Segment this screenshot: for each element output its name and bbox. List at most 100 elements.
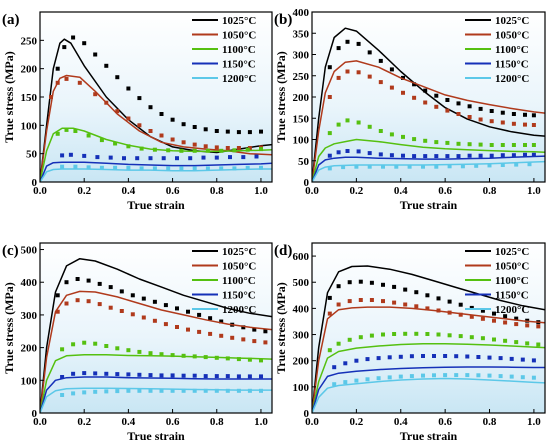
data-point [458, 302, 463, 307]
data-point [77, 80, 82, 85]
data-point [480, 308, 485, 313]
data-point [503, 338, 508, 343]
data-point [365, 357, 370, 362]
data-point [93, 92, 98, 97]
data-point [55, 309, 60, 314]
data-point [336, 341, 341, 346]
data-point [423, 88, 428, 93]
data-point [166, 166, 171, 171]
data-point [166, 148, 171, 153]
data-point [387, 355, 392, 360]
data-point [367, 164, 372, 169]
data-point [60, 375, 65, 379]
data-point [447, 333, 452, 338]
data-point [445, 154, 450, 159]
data-point [208, 331, 213, 336]
data-point [489, 119, 494, 124]
data-point [531, 152, 536, 157]
legend-label: 1200°C [222, 304, 256, 316]
y-tick-label: 200 [293, 356, 310, 368]
data-point [369, 298, 374, 302]
y-tick-label: 100 [293, 382, 310, 394]
data-point [476, 355, 481, 359]
data-point [181, 353, 186, 358]
data-point [367, 151, 372, 156]
axes-frame [39, 242, 273, 414]
data-point [55, 293, 60, 298]
data-point [409, 374, 414, 379]
data-point [345, 39, 350, 44]
data-point [341, 165, 346, 170]
data-point [403, 302, 408, 307]
data-point [68, 152, 73, 157]
data-point [423, 154, 428, 159]
data-point [214, 155, 219, 160]
data-point [327, 311, 332, 316]
data-point [141, 296, 146, 301]
data-point [489, 109, 494, 113]
data-point [126, 165, 131, 170]
data-point [500, 143, 505, 147]
chart-panel-2: 0.0 0.2 0.4 0.6 0.8 1.0 0 100 200 300 400 500 True s… [2, 242, 273, 443]
data-point [126, 388, 131, 393]
x-tick-label: 0.8 [483, 416, 497, 428]
data-point [181, 388, 186, 393]
legend-label: 1050°C [495, 261, 529, 273]
data-point [367, 74, 372, 79]
data-point [137, 388, 142, 393]
data-point [336, 150, 341, 155]
data-point [108, 305, 113, 310]
data-point [414, 304, 419, 309]
data-point [161, 156, 166, 161]
data-point [214, 355, 219, 360]
plot-area [40, 257, 272, 413]
legend-label: 1025°C [495, 246, 529, 258]
data-point [514, 316, 519, 321]
data-point [492, 318, 496, 323]
data-point [345, 149, 350, 153]
data-point [236, 146, 241, 150]
data-point [369, 280, 374, 285]
data-point [99, 165, 104, 170]
data-point [434, 164, 439, 169]
series-line [312, 306, 545, 413]
data-point [354, 358, 359, 363]
y-tick-label: 200 [21, 64, 38, 76]
data-point [500, 110, 505, 115]
legend-label: 1150°C [222, 290, 256, 302]
data-point [436, 296, 441, 301]
data-point [445, 98, 450, 102]
plot-area [312, 27, 545, 182]
data-point [454, 354, 459, 359]
data-point [478, 106, 483, 111]
data-point [389, 67, 394, 72]
data-point [423, 138, 428, 143]
data-point [443, 354, 448, 358]
data-point [225, 388, 230, 393]
y-tick-label: 250 [21, 35, 38, 47]
data-point [104, 344, 109, 348]
legend-label: 1150°C [495, 59, 529, 71]
data-point [467, 115, 472, 119]
data-point [148, 105, 153, 110]
y-tick-label: 350 [293, 28, 310, 40]
data-point [454, 373, 459, 378]
data-point [104, 371, 109, 376]
y-tick-label: 0 [32, 408, 38, 420]
data-point [236, 130, 241, 135]
data-point [412, 95, 417, 100]
data-point [259, 147, 263, 152]
y-tick-label: 500 [21, 245, 38, 257]
data-point [498, 356, 503, 361]
series-line [312, 138, 545, 182]
data-point [95, 155, 100, 160]
data-point [159, 373, 164, 378]
data-point [467, 104, 472, 109]
data-point [108, 285, 113, 290]
data-point [113, 141, 118, 146]
data-point [425, 306, 430, 311]
data-point [86, 278, 91, 283]
series-line [312, 160, 545, 182]
data-point [474, 163, 479, 168]
data-point [225, 356, 230, 361]
